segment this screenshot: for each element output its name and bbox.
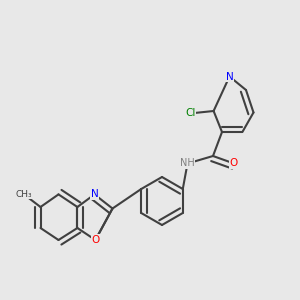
Text: O: O	[91, 235, 100, 245]
Text: N: N	[91, 189, 98, 200]
Text: Cl: Cl	[185, 108, 196, 118]
Text: N: N	[226, 71, 233, 82]
Text: NH: NH	[180, 158, 195, 169]
Text: CH₃: CH₃	[16, 190, 32, 199]
Text: O: O	[230, 158, 238, 169]
